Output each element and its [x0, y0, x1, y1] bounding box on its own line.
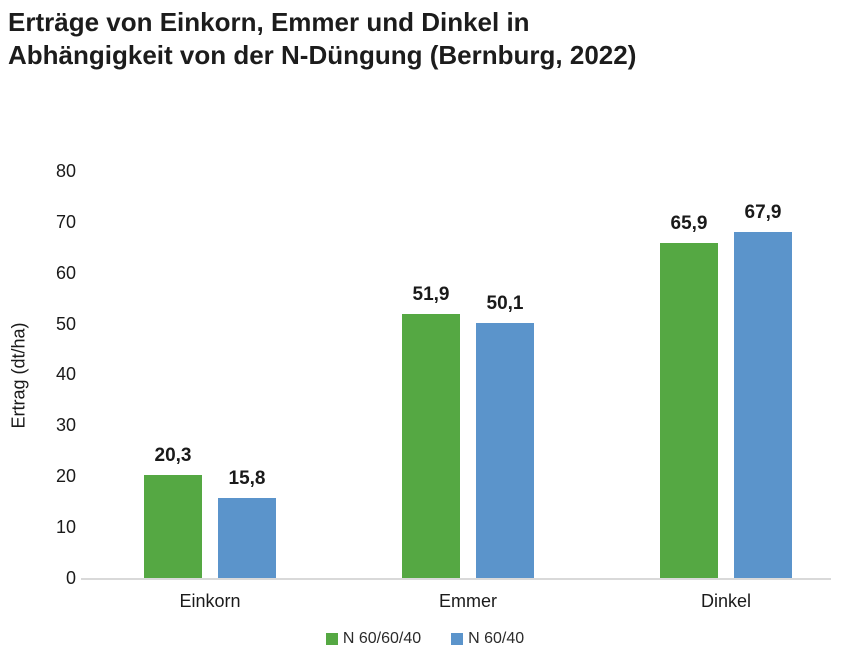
bar-dinkel-series2	[734, 232, 792, 578]
chart-title-line1: Erträge von Einkorn, Emmer und Dinkel in	[8, 7, 530, 37]
y-tick-label: 0	[65, 568, 76, 588]
y-axis-title: Ertrag (dt/ha)	[8, 322, 29, 429]
legend-item: N 60/60/40	[325, 630, 422, 648]
y-tick-label: 40	[55, 364, 76, 385]
category-label-einkorn: Einkorn	[179, 591, 241, 611]
bar-value-label: 15,8	[228, 468, 266, 489]
category-label-dinkel: Dinkel	[700, 591, 752, 611]
y-tick-label: 80	[55, 160, 76, 181]
bar-dinkel-series1	[660, 243, 718, 578]
chart-title: Erträge von Einkorn, Emmer und Dinkel in…	[8, 6, 636, 72]
bar-value-label: 50,1	[486, 293, 524, 314]
y-tick-label: 20	[55, 466, 76, 487]
chart-plot-area: Ertrag (dt/ha) 0 10 20 30 40 50 60 70 80 20,3 15,…	[0, 150, 850, 672]
bar-emmer-series1	[402, 314, 460, 578]
category-label-emmer: Emmer	[439, 591, 497, 611]
legend-swatch-icon	[325, 633, 338, 645]
bar-value-label: 51,9	[412, 284, 450, 305]
bar-emmer-series2	[476, 323, 534, 578]
legend-item: N 60/40	[451, 630, 524, 648]
bar-einkorn-series2	[218, 498, 276, 578]
bar-value-label: 67,9	[744, 202, 782, 223]
bar-value-label: 65,9	[670, 213, 708, 234]
y-tick-label: 70	[55, 211, 76, 232]
bar-einkorn-series1	[144, 475, 202, 578]
y-tick-label: 50	[55, 313, 76, 334]
y-tick-label: 60	[55, 262, 76, 283]
legend-label: N 60/40	[468, 630, 525, 647]
legend: N 60/60/40 N 60/40	[0, 630, 850, 648]
chart-title-line2: Abhängigkeit von der N-Düngung (Bernburg…	[8, 40, 637, 70]
bar-value-label: 20,3	[154, 445, 192, 466]
y-tick-label: 30	[55, 415, 76, 436]
y-tick-label: 10	[55, 517, 76, 538]
x-axis-line	[81, 578, 831, 580]
legend-swatch-icon	[451, 633, 464, 645]
legend-label: N 60/60/40	[342, 630, 422, 647]
